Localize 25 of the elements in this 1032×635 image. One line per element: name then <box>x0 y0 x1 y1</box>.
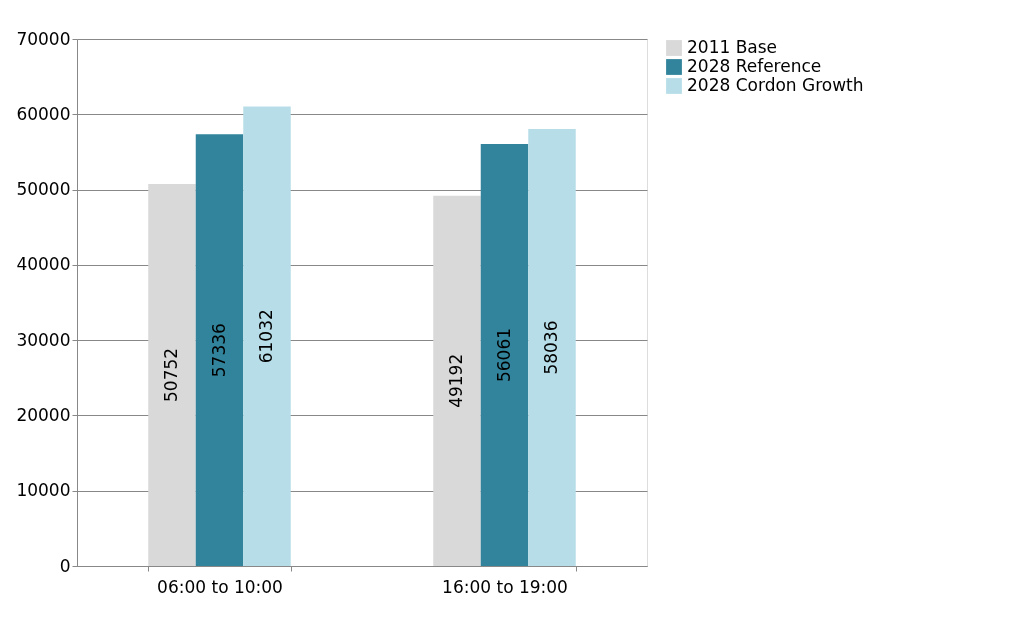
y-tick-label: 50000 <box>16 179 71 200</box>
y-tick-label: 30000 <box>16 329 71 350</box>
x-tick-label: 06:00 to 10:00 <box>157 576 283 597</box>
data-label: 58036 <box>541 320 561 375</box>
legend-label: 2028 Reference <box>687 56 822 76</box>
bar <box>195 134 244 566</box>
bar <box>243 106 291 566</box>
data-label: 49192 <box>446 353 466 408</box>
y-tick-label: 0 <box>59 555 71 576</box>
legend-label: 2028 Cordon Growth <box>687 75 864 95</box>
y-tick-label: 20000 <box>16 404 71 425</box>
legend-label: 2011 Base <box>687 37 778 57</box>
y-tick-label: 40000 <box>16 254 71 275</box>
bar <box>480 143 529 566</box>
y-tick-label: 10000 <box>16 480 71 501</box>
bar <box>433 195 481 566</box>
data-label: 50752 <box>161 347 181 402</box>
bar <box>148 183 196 566</box>
bar <box>528 129 576 566</box>
data-label: 56061 <box>493 327 514 383</box>
data-label: 57336 <box>208 323 229 378</box>
y-tick-label: 70000 <box>16 28 71 49</box>
x-tick-label: 16:00 to 19:00 <box>442 576 568 597</box>
y-tick-label: 60000 <box>16 103 71 124</box>
data-label: 61032 <box>256 309 276 364</box>
